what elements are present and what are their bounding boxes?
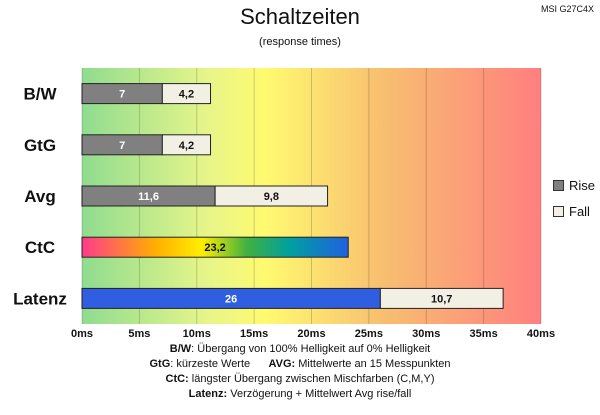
legend-rise-swatch [553,180,564,191]
footer-line-2: GtG: kürzeste Werte AVG: Mittelwerte an … [0,357,600,372]
legend-fall-label: Fall [569,204,590,219]
chart-title: Schaltzeiten [240,4,360,29]
x-tick-label: 10ms [183,328,211,340]
footer-key-gtg: GtG [149,358,171,370]
footer-key-ctc: CtC: [165,373,189,385]
fall-bar [161,134,212,156]
x-tick-label: 35ms [470,328,498,340]
legend-fall: Fall [553,204,590,219]
footer-line-1: B/W: Übergang von 100% Helligkeit auf 0%… [0,342,600,357]
x-tick-label: 15ms [240,328,268,340]
x-tick-label: 40ms [527,328,555,340]
fall-value-label: 4,2 [179,140,194,152]
rise-value-label: 11,6 [138,191,159,203]
footer-text-gtg: : kürzeste Werte [170,358,251,370]
fall-value-label: 4,2 [179,89,194,101]
x-tick-label: 30ms [412,328,440,340]
footer-key-bw: B/W [169,343,192,355]
footer-text-latenz: Verzögerung + Mittelwert Avg rise/fall [227,388,412,400]
legend-fall-swatch [553,206,564,217]
category-label: B/W [23,85,57,104]
fall-bar [161,83,212,105]
x-tick-label: 5ms [128,328,150,340]
monitor-model-label: MSI G27C4X [540,4,594,14]
rise-value-label: 7 [119,89,125,101]
footer-text-avg: Mittelwerte an 15 Messpunkten [295,358,451,370]
rise-bar [81,236,349,258]
footer-text-bw: : Übergang von 100% Helligkeit auf 0% He… [191,343,431,355]
footer-text-ctc: längster Übergang zwischen Mischfarben (… [188,373,435,385]
x-tick-label: 20ms [297,328,325,340]
fall-bar [379,287,504,309]
category-label: Latenz [13,289,67,308]
chart-subtitle: (response times) [259,36,341,48]
x-tick-labels: 0ms 5ms 10ms 15ms 20ms 25ms 30ms 35ms 40ms [71,328,555,340]
category-label: GtG [24,136,56,155]
x-tick-label: 0ms [71,328,93,340]
bars-group: 7 4,2 7 4,2 11,6 9,8 23,2 26 10,7 [81,83,504,309]
fall-value-label: 9,8 [264,191,279,203]
fall-bar [214,185,329,207]
footer-key-avg: AVG: [268,358,296,370]
footer-line-3: CtC: längster Übergang zwischen Mischfar… [0,372,600,387]
legend-rise: Rise [553,178,595,193]
rise-value-label: 7 [119,140,125,152]
category-label: CtC [25,238,55,257]
x-tick-label: 25ms [355,328,383,340]
fall-value-label: 10,7 [431,293,452,305]
rise-value-label: 23,2 [204,242,225,254]
footer-line-4: Latenz: Verzögerung + Mittelwert Avg ris… [0,387,600,402]
legend-rise-label: Rise [569,178,596,193]
rise-value-label: 26 [225,293,237,305]
category-labels: B/W GtG Avg CtC Latenz [13,85,67,309]
category-label: Avg [24,187,56,206]
footer-key-latenz: Latenz: [188,388,228,400]
